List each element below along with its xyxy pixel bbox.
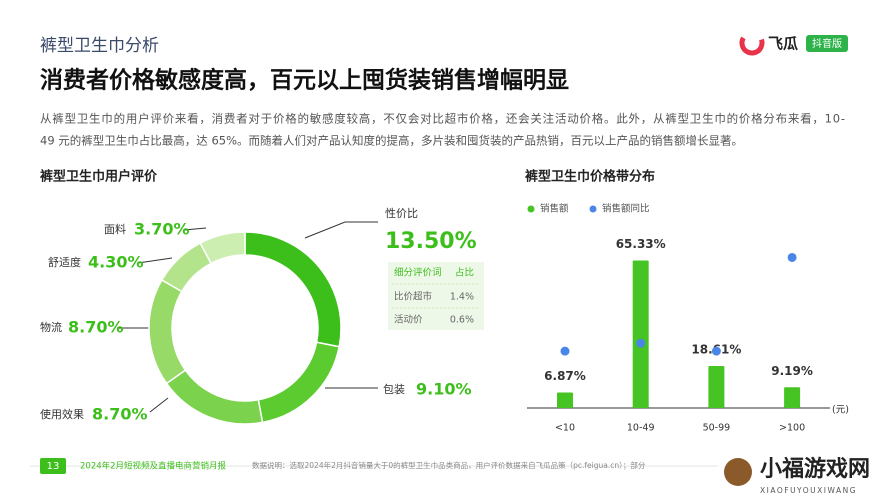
- footer-report: 2024年2月短视频及直播电商营销月报: [80, 461, 227, 472]
- inset-cell: 1.4%: [450, 292, 474, 303]
- segment-name: 包装: [383, 383, 405, 396]
- inset-table-bg: [388, 262, 484, 330]
- legend-label: 销售额同比: [602, 203, 650, 215]
- footer-note: 数据说明：选取2024年2月抖音销量大于0的裤型卫生巾品类商品，用户评价数据来自…: [252, 460, 646, 470]
- chart-title: 裤型卫生巾价格带分布: [524, 169, 655, 185]
- yoy-dot: [711, 346, 721, 356]
- bar: [708, 365, 725, 408]
- brand-badge: 抖音版: [812, 37, 842, 50]
- x-tick-label: 10-49: [627, 423, 655, 434]
- legend-marker: [589, 205, 597, 213]
- chart-title: 裤型卫生巾用户评价: [39, 169, 158, 185]
- leader-line: [137, 257, 173, 264]
- bar-value-label: 65.33%: [616, 237, 666, 251]
- body-line: 从裤型卫生巾的用户评价来看，消费者对于价格的敏感度较高，不仅会对比超市价格，还会…: [40, 112, 845, 126]
- segment-name: 物流: [40, 320, 62, 334]
- x-tick-label: >100: [779, 423, 805, 434]
- bar-value-label: 6.87%: [544, 369, 586, 383]
- x-axis-label: (元): [832, 405, 849, 416]
- donut-segment: [199, 231, 246, 265]
- body-line: 49 元的裤型卫生巾占比最高，达 65%。而随着人们对产品认知度的提高，多片装和…: [40, 134, 743, 148]
- inset-header: 占比: [455, 267, 474, 279]
- segment-value: 8.70%: [92, 405, 148, 424]
- watermark-pinyin: XIAOFUYOUXIWANG: [760, 486, 857, 495]
- segment-name: 舒适度: [48, 255, 81, 269]
- page-number-bg: [40, 458, 66, 474]
- bar-value-label: 9.19%: [771, 364, 813, 378]
- page-title: 消费者价格敏感度高，百元以上囤货装销售增幅明显: [40, 67, 569, 94]
- legend-marker: [527, 205, 535, 213]
- yoy-dot: [787, 252, 797, 262]
- page-number: 13: [47, 461, 60, 472]
- segment-value: 13.50%: [385, 229, 477, 254]
- segment-name: 性价比: [385, 206, 418, 220]
- segment-value: 8.70%: [68, 318, 124, 337]
- watermark-icon: [724, 458, 752, 486]
- bar: [784, 387, 801, 408]
- segment-name: 面料: [104, 222, 126, 236]
- leader-lines: [118, 221, 378, 413]
- inset-cell: 0.6%: [450, 315, 474, 326]
- yoy-dot: [636, 338, 646, 348]
- x-tick-label: <10: [555, 423, 575, 434]
- leader-line: [304, 221, 378, 239]
- legend-label: 销售额: [540, 203, 569, 215]
- inset-header: 细分评价词: [394, 267, 442, 279]
- segment-value: 4.30%: [88, 253, 144, 272]
- inset-cell: 比价超市: [394, 291, 433, 303]
- x-tick-label: 50-99: [703, 423, 731, 434]
- segment-value: 9.10%: [416, 380, 472, 399]
- segment-name: 使用效果: [40, 407, 84, 421]
- watermark-name: 小福游戏网: [760, 456, 870, 482]
- leader-line: [183, 227, 207, 231]
- inset-cell: 活动价: [394, 314, 423, 326]
- yoy-dot: [560, 346, 570, 356]
- leader-line: [149, 397, 169, 413]
- brand-badge-bg: [806, 35, 848, 52]
- section-title: 裤型卫生巾分析: [40, 36, 159, 56]
- segment-value: 3.70%: [134, 220, 190, 239]
- bar: [557, 392, 573, 408]
- brand-name: 飞瓜: [768, 35, 798, 53]
- bar: [632, 260, 649, 408]
